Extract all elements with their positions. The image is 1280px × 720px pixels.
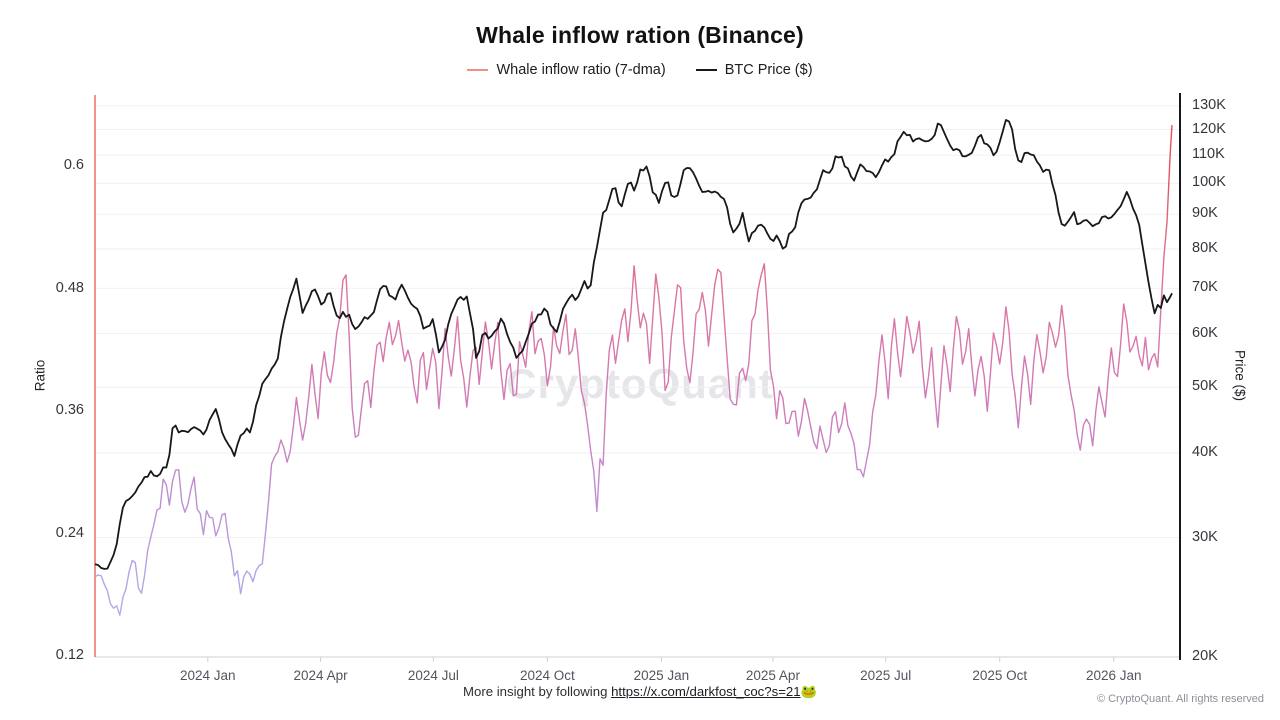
price-line: [94, 119, 1173, 570]
copyright-text: © CryptoQuant. All rights reserved: [1096, 693, 1264, 705]
legend-item-ratio[interactable]: Whale inflow ratio (7-dma): [467, 62, 666, 78]
footer-prefix: More insight by following: [463, 684, 612, 699]
frog-emoji: 🐸: [800, 684, 817, 699]
darkfost-link[interactable]: https://x.com/darkfost_coc?s=21: [611, 684, 801, 699]
footer-note: More insight by following https://x.com/…: [0, 684, 1280, 700]
price-line-swatch-icon: [695, 69, 717, 71]
ratio-line-swatch-icon: [467, 69, 489, 71]
legend-label-ratio: Whale inflow ratio (7-dma): [496, 62, 666, 78]
legend-item-price[interactable]: BTC Price ($): [695, 62, 813, 78]
legend-label-price: BTC Price ($): [724, 62, 813, 78]
ratio-line: [94, 125, 1173, 616]
page-title: Whale inflow ration (Binance): [476, 22, 804, 48]
legend: Whale inflow ratio (7-dma) BTC Price ($): [0, 62, 1280, 78]
